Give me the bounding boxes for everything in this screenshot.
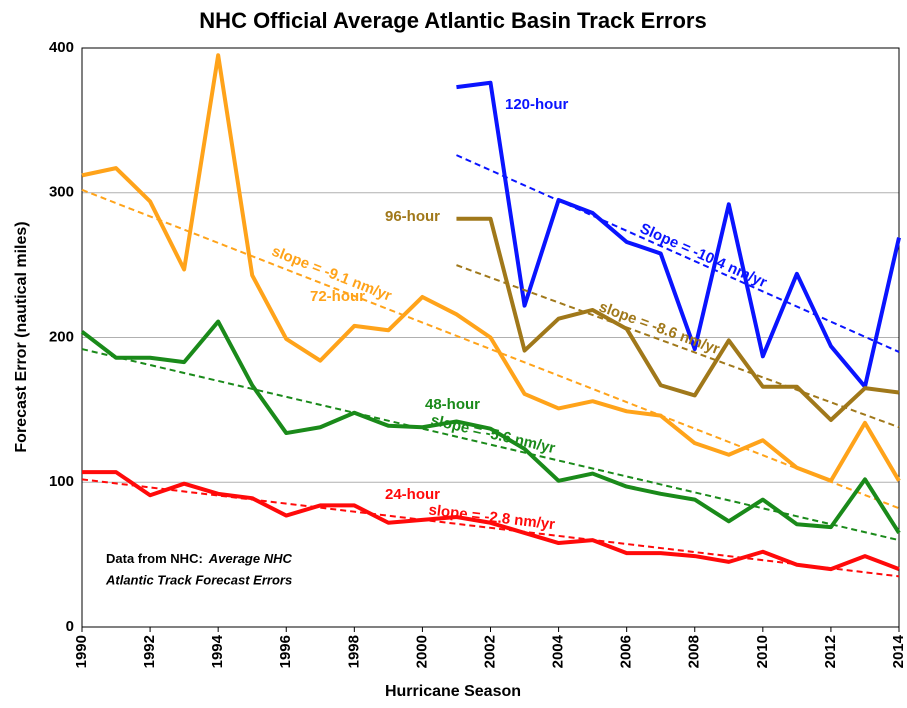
x-tick-label: 2006 xyxy=(618,635,635,668)
note: Data from NHC: Average NHC xyxy=(106,551,292,566)
x-tick-label: 1990 xyxy=(73,635,90,668)
note-text: Data from NHC: xyxy=(106,551,203,566)
trend-line xyxy=(456,264,900,429)
x-tick-label: 2004 xyxy=(550,634,567,668)
x-tick-label: 2010 xyxy=(754,635,771,668)
x-tick-label: 1994 xyxy=(209,634,226,668)
y-tick-label: 400 xyxy=(49,39,74,56)
series-line xyxy=(82,470,900,572)
series-line xyxy=(80,319,901,534)
y-axis-title: Forecast Error (nautical miles) xyxy=(13,221,30,452)
series-line xyxy=(456,80,901,389)
series-label: 48-hour xyxy=(425,396,480,413)
x-tick-label: 1998 xyxy=(345,635,362,668)
y-tick-label: 100 xyxy=(49,473,74,490)
series-line xyxy=(456,216,900,423)
trend-line xyxy=(81,188,900,510)
x-tick-label: 1992 xyxy=(141,635,158,668)
series-label: 120-hour xyxy=(505,96,569,113)
plot-border xyxy=(81,47,900,628)
x-tick-label: 2012 xyxy=(822,635,839,668)
x-tick-label: 1996 xyxy=(277,635,294,668)
series-line xyxy=(81,53,901,483)
trend-line xyxy=(81,478,900,578)
chart-title: NHC Official Average Atlantic Basin Trac… xyxy=(199,8,706,33)
series-label: 24-hour xyxy=(385,486,440,503)
note-text: Average NHC xyxy=(208,551,293,566)
slope-label: Slope = -10.4 nm/yr xyxy=(637,220,769,291)
x-tick-label: 2014 xyxy=(890,634,907,668)
slope-label: slope = -5.6 nm/yr xyxy=(429,412,557,458)
series-label: 72-hour xyxy=(310,288,365,305)
y-tick-label: 200 xyxy=(49,328,74,345)
note-text: Atlantic Track Forecast Errors xyxy=(105,572,292,587)
y-tick-label: 0 xyxy=(66,618,74,635)
x-axis-title: Hurricane Season xyxy=(385,683,521,700)
trend-line xyxy=(456,154,900,353)
x-tick-label: 2008 xyxy=(686,635,703,668)
x-tick-label: 2000 xyxy=(413,635,430,668)
x-tick-label: 2002 xyxy=(481,635,498,668)
series-label: 96-hour xyxy=(385,208,440,225)
y-tick-label: 300 xyxy=(49,184,74,201)
